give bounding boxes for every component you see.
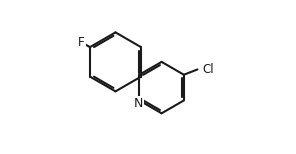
- Text: N: N: [134, 97, 143, 110]
- Text: Cl: Cl: [202, 63, 214, 76]
- Text: F: F: [78, 36, 85, 49]
